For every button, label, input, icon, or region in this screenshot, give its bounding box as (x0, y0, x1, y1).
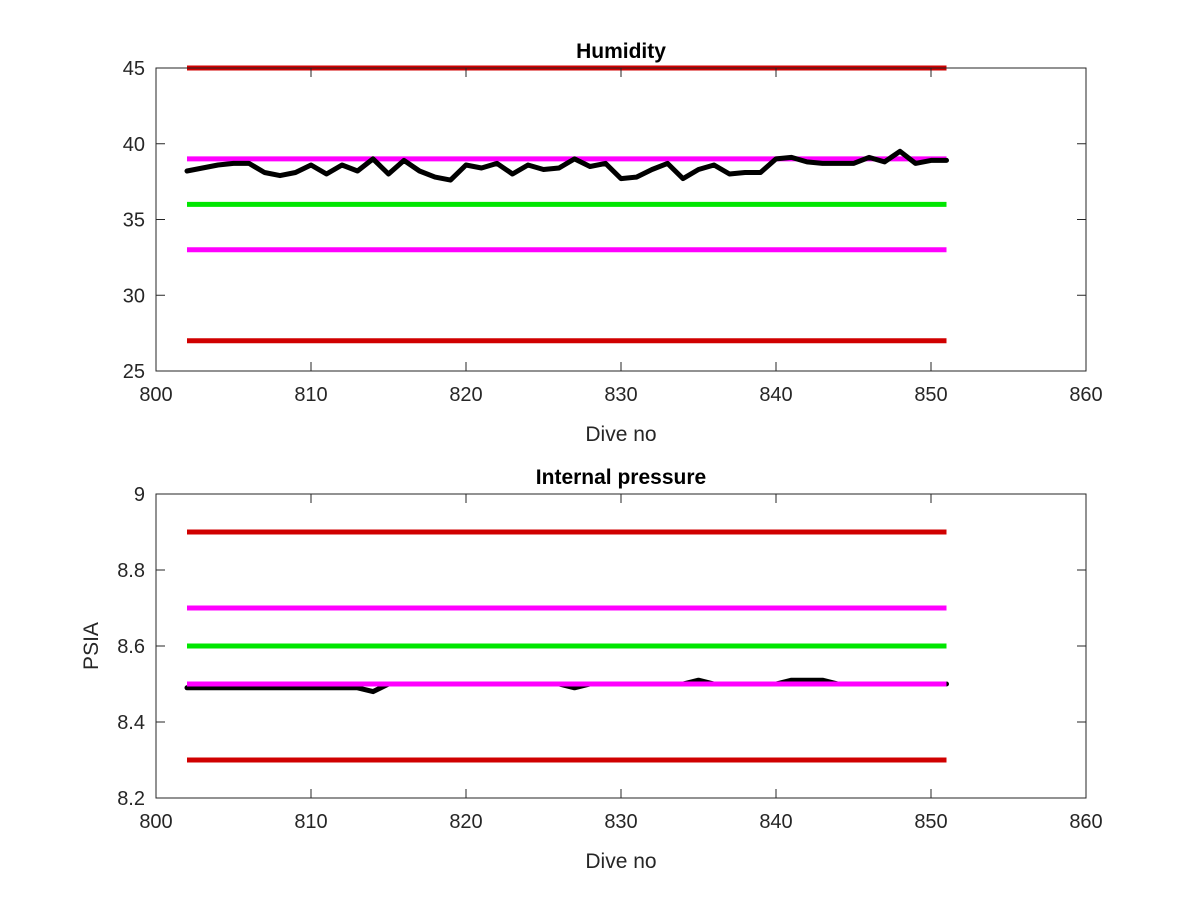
humidity-y-tick-label: 40 (123, 134, 145, 156)
internal-pressure-y-ticks: 8.2 8.4 8.6 8.8 9 (117, 484, 1086, 810)
humidity-data-series-line (184, 148, 949, 183)
humidity-axes: 800 810 820 830 840 850 860 25 30 35 40 45 Humidit… (123, 40, 1103, 446)
humidity-y-tick-label: 45 (123, 58, 145, 80)
humidity-y-ticks: 25 30 35 40 45 (123, 58, 1086, 383)
internal-pressure-x-axis-label: Dive no (585, 850, 656, 873)
internal-pressure-x-ticks: 800 810 820 830 840 850 860 (139, 494, 1103, 833)
humidity-plot-area (156, 68, 1086, 371)
internal-pressure-y-tick-label: 8.4 (117, 712, 145, 734)
humidity-x-tick-label: 860 (1069, 384, 1102, 406)
internal-pressure-y-axis-label: PSIA (80, 622, 103, 670)
humidity-x-tick-label: 840 (759, 384, 792, 406)
internal-pressure-axes: 800 810 820 830 840 850 860 8.2 8.4 8.6 8.8 9 Inte… (80, 466, 1103, 873)
humidity-x-ticks: 800 810 820 830 840 850 860 (139, 68, 1103, 406)
internal-pressure-x-tick-label: 820 (449, 811, 482, 833)
internal-pressure-y-tick-label: 8.8 (117, 560, 145, 582)
humidity-x-tick-label: 850 (914, 384, 947, 406)
humidity-x-axis-label: Dive no (585, 423, 656, 446)
internal-pressure-series-layer (184, 529, 949, 763)
internal-pressure-chart-title: Internal pressure (536, 466, 706, 489)
humidity-y-tick-label: 30 (123, 285, 145, 307)
internal-pressure-y-tick-label: 9 (134, 484, 145, 506)
humidity-x-tick-label: 820 (449, 384, 482, 406)
internal-pressure-x-tick-label: 800 (139, 811, 172, 833)
internal-pressure-x-tick-label: 810 (294, 811, 327, 833)
humidity-x-tick-label: 810 (294, 384, 327, 406)
internal-pressure-x-tick-label: 830 (604, 811, 637, 833)
humidity-x-tick-label: 800 (139, 384, 172, 406)
humidity-chart-title: Humidity (576, 40, 666, 63)
internal-pressure-y-tick-label: 8.2 (117, 788, 145, 810)
humidity-y-tick-label: 25 (123, 361, 145, 383)
internal-pressure-x-tick-label: 850 (914, 811, 947, 833)
internal-pressure-y-tick-label: 8.6 (117, 636, 145, 658)
internal-pressure-x-tick-label: 860 (1069, 811, 1102, 833)
internal-pressure-x-tick-label: 840 (759, 811, 792, 833)
humidity-x-tick-label: 830 (604, 384, 637, 406)
humidity-y-tick-label: 35 (123, 210, 145, 232)
